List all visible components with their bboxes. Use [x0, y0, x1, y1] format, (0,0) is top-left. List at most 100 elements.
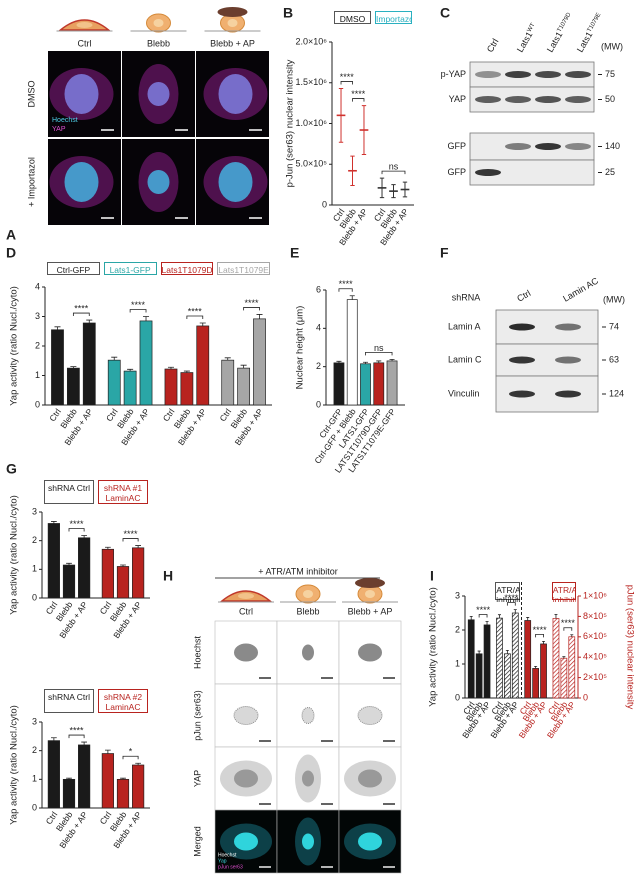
row-label: YAP: [192, 770, 202, 787]
significance-label: ****: [74, 303, 89, 313]
y-tick-label: 1×10⁶: [583, 590, 607, 600]
bar: [373, 362, 385, 406]
bar: [180, 372, 194, 406]
error-bar: [391, 184, 396, 199]
error-bar: [81, 741, 87, 745]
nucleus: [302, 644, 314, 661]
band: [475, 71, 501, 78]
error-bar: [513, 609, 517, 613]
legend-label: shRNA Ctrl: [44, 480, 94, 504]
y-tick-label: 1: [32, 564, 37, 574]
y-tick-label: 2: [455, 624, 460, 634]
mw-value: 75: [605, 69, 615, 79]
band: [505, 143, 531, 150]
column-label: Ctrl: [239, 606, 253, 616]
significance-label: ****: [70, 519, 85, 529]
y-tick-label: 1: [32, 774, 37, 784]
y-tick-label: 2: [316, 361, 321, 371]
bar: [221, 359, 235, 406]
bar: [123, 370, 137, 406]
nucleus: [234, 769, 258, 788]
y2-axis-title: pJun (ser63) nuclear intensity: [624, 585, 635, 710]
error-bar: [51, 737, 57, 741]
lane-label: Lats1T1079D: [545, 11, 576, 54]
error-bar: [51, 521, 57, 524]
error-bar: [142, 316, 150, 321]
legend-box: DMSO: [334, 11, 371, 24]
y-tick-label: 0: [32, 802, 37, 812]
band: [565, 71, 591, 78]
error-bar: [111, 356, 118, 361]
legend-label: shRNA Ctrl: [44, 689, 94, 713]
nucleus: [64, 74, 99, 114]
column-label: Blebb + AP: [348, 606, 393, 616]
mw-value: 140: [605, 141, 620, 151]
y-tick-label: 3: [32, 716, 37, 726]
lane-label: Ctrl: [485, 37, 501, 54]
nucleus: [147, 82, 170, 106]
y-tick-label: 2×10⁵: [583, 672, 607, 682]
nucleus: [218, 162, 253, 202]
legend-box: shRNA Ctrl: [44, 689, 94, 713]
band: [555, 390, 581, 398]
y-tick-label: 2: [35, 340, 40, 350]
legend-box: shRNA Ctrl: [44, 480, 94, 504]
error-bar: [66, 562, 72, 566]
y-tick-label: 4×10⁵: [583, 652, 607, 662]
y-axis-title: Nuclear height (μm): [295, 306, 306, 390]
significance-bracket: [122, 755, 139, 760]
blot-label: Vinculin: [448, 388, 479, 398]
band: [555, 323, 581, 331]
error-bar: [199, 322, 206, 326]
error-bar: [224, 357, 231, 361]
nucleus: [234, 643, 258, 662]
row-label: DMSO: [26, 81, 36, 108]
significance-bracket: [129, 309, 147, 313]
significance-label: ****: [188, 306, 203, 316]
bar: [47, 523, 60, 599]
bar: [360, 363, 371, 406]
significance-bracket: [381, 170, 406, 175]
error-bar: [120, 564, 126, 567]
y-tick-label: 6×10⁵: [583, 631, 607, 641]
y-tick-label: 0: [32, 592, 37, 602]
significance-label: ****: [476, 605, 491, 615]
row-label: + Importazol: [26, 157, 36, 207]
nucleus-cartoon: [238, 593, 254, 599]
legend-label: ATR/ATM inhibitor: [551, 582, 576, 602]
ap-cartoon: [355, 578, 385, 588]
nucleus: [358, 643, 382, 662]
blot-label: YAP: [449, 94, 466, 104]
blot-label: GFP: [447, 167, 466, 177]
nucleus: [357, 706, 383, 725]
legend-box: ATR/ATM inhibitor: [551, 582, 576, 602]
legend-label: DMSO: [334, 11, 371, 24]
error-bar: [350, 155, 355, 186]
blot-label: Lamin C: [448, 354, 482, 364]
column-label: Blebb: [296, 606, 319, 616]
y-tick-label: 4: [35, 281, 40, 291]
y-tick-label: 1: [35, 370, 40, 380]
lane-name: Lats1: [515, 30, 535, 54]
lane-label: Lats1WT: [515, 22, 540, 54]
error-bar: [240, 364, 247, 369]
significance-label: ****: [533, 625, 548, 635]
y-axis-title: p-Jun (ser63) nuclear intensity: [285, 59, 296, 187]
bar: [196, 325, 210, 406]
legend-box: Lats1T1079D-GFP: [160, 262, 214, 277]
error-bar: [336, 360, 342, 363]
error-bar: [70, 366, 77, 369]
error-bar: [526, 617, 530, 621]
error-bar: [66, 777, 72, 780]
bar: [78, 744, 91, 809]
legend-box: Ctrl-GFP: [47, 262, 100, 275]
error-bar: [497, 614, 501, 619]
bar: [82, 322, 96, 406]
column-label: Blebb: [147, 38, 170, 48]
error-bar: [167, 366, 175, 370]
nucleus-cartoon: [153, 19, 164, 27]
significance-bracket: [563, 627, 573, 631]
mw-header: (MW): [601, 41, 623, 51]
error-bar: [81, 535, 87, 538]
lane-name: Lats1: [545, 30, 565, 54]
